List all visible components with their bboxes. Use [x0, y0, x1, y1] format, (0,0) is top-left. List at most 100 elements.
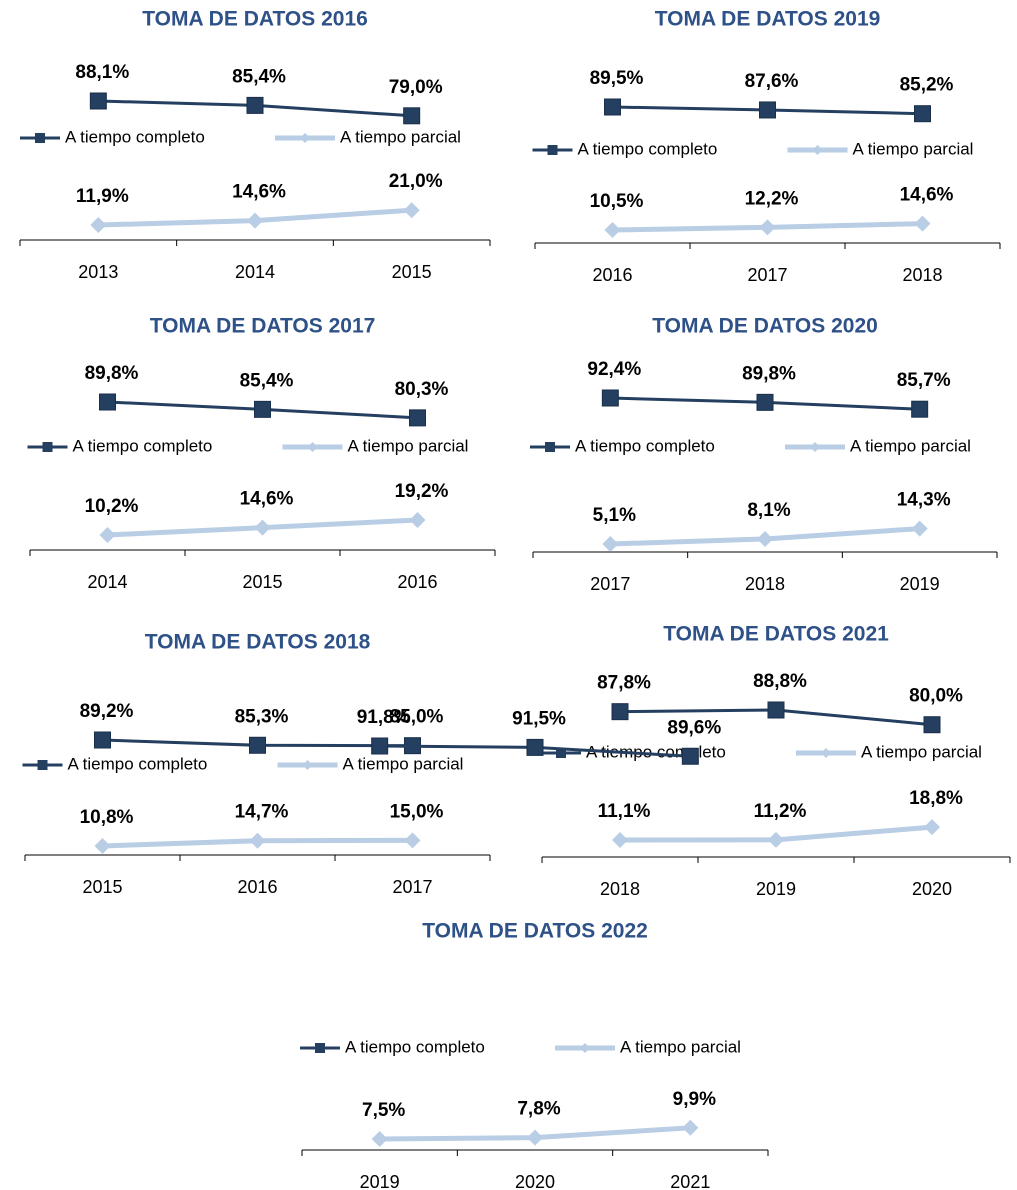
marker: [611, 703, 629, 721]
x-tick-label: 2017: [590, 574, 630, 594]
marker: [682, 1119, 699, 1136]
x-tick-label: 2015: [242, 572, 282, 592]
data-label: 8,1%: [747, 500, 790, 521]
x-tick-label: 2019: [756, 879, 796, 899]
legend-marker: [580, 1043, 590, 1053]
x-tick-label: 2015: [392, 262, 432, 282]
marker: [247, 212, 263, 229]
legend-label: A tiempo parcial: [853, 139, 974, 158]
data-label: 12,2%: [745, 188, 799, 209]
data-label: 10,8%: [80, 807, 134, 828]
legend-label: A tiempo completo: [345, 1037, 485, 1056]
data-label: 85,3%: [235, 706, 289, 727]
data-label: 89,8%: [85, 363, 139, 384]
marker: [759, 101, 776, 119]
x-tick-label: 2017: [392, 877, 432, 897]
marker: [612, 832, 628, 848]
data-label: 89,8%: [742, 363, 796, 384]
legend-marker: [810, 442, 820, 452]
legend-marker: [42, 442, 53, 452]
marker: [914, 105, 931, 123]
data-label: 7,5%: [362, 1100, 405, 1121]
data-label: 10,2%: [85, 496, 139, 517]
x-tick-label: 2013: [78, 262, 118, 282]
data-label: 19,2%: [395, 481, 449, 502]
data-label: 87,6%: [745, 71, 799, 92]
marker: [924, 819, 940, 836]
marker: [604, 222, 621, 238]
data-label: 9,9%: [673, 1089, 716, 1110]
x-tick-label: 2014: [87, 572, 127, 592]
data-label: 11,9%: [76, 186, 129, 207]
chart: TOMA DE DATOS 2016 2013 2014 2015 88,1% 85,4%…: [19, 8, 491, 282]
x-tick-label: 2020: [515, 1172, 555, 1190]
legend-label: A tiempo parcial: [861, 742, 982, 761]
x-tick-label: 2019: [900, 574, 940, 594]
data-label: 11,1%: [598, 801, 651, 822]
marker: [94, 838, 111, 854]
data-label: 85,7%: [897, 370, 951, 391]
data-label: 85,4%: [240, 370, 294, 391]
marker: [601, 389, 619, 407]
marker: [99, 527, 116, 543]
legend-marker: [812, 145, 823, 155]
legend-label: A tiempo parcial: [340, 127, 461, 146]
data-label: 14,6%: [232, 182, 286, 203]
x-tick-label: 2018: [902, 265, 942, 285]
legend-marker: [821, 748, 831, 758]
marker: [768, 831, 784, 848]
marker: [89, 92, 107, 110]
data-label: 89,2%: [80, 701, 134, 722]
data-label: 11,2%: [754, 801, 807, 822]
marker: [923, 716, 941, 734]
x-tick-label: 2018: [600, 879, 640, 899]
data-label: 80,3%: [395, 379, 449, 400]
chart: TOMA DE DATOS 2021 2018 2019 2020 87,8% 88,8%…: [541, 623, 1011, 899]
chart: TOMA DE DATOS 2018 2015 2016 2017 89,2% 85,3%…: [22, 631, 491, 897]
data-label: 85,0%: [390, 707, 444, 728]
x-tick-label: 2021: [670, 1172, 710, 1190]
marker: [254, 400, 271, 418]
data-label: 88,8%: [753, 671, 807, 692]
legend-label: A tiempo completo: [65, 127, 205, 146]
x-tick-label: 2016: [237, 877, 277, 897]
marker: [404, 832, 421, 849]
data-label: 87,8%: [597, 673, 651, 694]
legend-label: A tiempo completo: [575, 436, 715, 455]
data-label: 15,0%: [390, 801, 444, 822]
marker: [602, 536, 619, 552]
marker: [90, 217, 107, 233]
chart-title: TOMA DE DATOS 2017: [150, 315, 376, 338]
legend-label: A tiempo parcial: [348, 436, 469, 455]
x-tick-label: 2015: [82, 877, 122, 897]
data-label: 85,2%: [900, 75, 954, 96]
data-label: 14,6%: [240, 489, 294, 510]
legend-marker: [315, 1043, 325, 1053]
legend-marker: [556, 748, 566, 758]
marker: [409, 511, 426, 528]
marker: [681, 747, 699, 765]
legend-marker: [300, 133, 310, 143]
legend-label: A tiempo completo: [68, 754, 208, 773]
chart-title: TOMA DE DATOS 2019: [655, 8, 881, 31]
marker: [527, 1129, 543, 1146]
marker: [759, 219, 776, 236]
marker: [911, 400, 929, 418]
legend-marker: [37, 760, 48, 770]
legend-marker: [547, 145, 558, 155]
data-label: 14,3%: [897, 490, 951, 511]
legend-marker: [35, 133, 45, 143]
x-tick-label: 2016: [397, 572, 437, 592]
marker: [757, 530, 773, 547]
data-label: 92,4%: [587, 359, 641, 380]
x-tick-label: 2018: [745, 574, 785, 594]
chart-title: TOMA DE DATOS 2016: [142, 8, 368, 31]
chart-title: TOMA DE DATOS 2021: [663, 623, 889, 646]
data-label: 14,6%: [900, 185, 954, 206]
marker: [914, 215, 931, 232]
marker: [756, 393, 774, 411]
chart-title: TOMA DE DATOS 2020: [652, 315, 878, 338]
marker: [246, 96, 264, 114]
marker: [409, 409, 426, 427]
